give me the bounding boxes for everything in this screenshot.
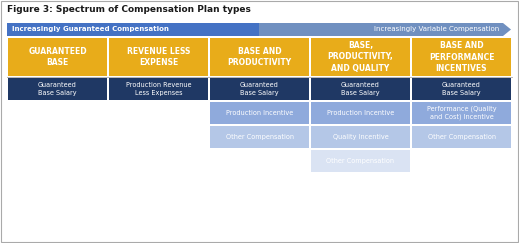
Text: Other Compensation: Other Compensation: [428, 134, 496, 140]
Text: Production Incentive: Production Incentive: [226, 110, 293, 116]
FancyBboxPatch shape: [109, 78, 208, 100]
Text: Other Compensation: Other Compensation: [225, 134, 294, 140]
Text: GUARANTEED
BASE: GUARANTEED BASE: [28, 47, 87, 67]
Text: Guaranteed
Base Salary: Guaranteed Base Salary: [442, 82, 481, 96]
Text: Figure 3: Spectrum of Compensation Plan types: Figure 3: Spectrum of Compensation Plan …: [7, 5, 251, 14]
FancyBboxPatch shape: [8, 38, 107, 76]
Text: BASE AND
PRODUCTIVITY: BASE AND PRODUCTIVITY: [227, 47, 292, 67]
Text: Production Incentive: Production Incentive: [327, 110, 394, 116]
FancyBboxPatch shape: [412, 126, 511, 148]
Text: Other Compensation: Other Compensation: [326, 158, 394, 164]
FancyBboxPatch shape: [210, 78, 309, 100]
Text: Quality Incentive: Quality Incentive: [333, 134, 388, 140]
Text: Performance (Quality
and Cost) Incentive: Performance (Quality and Cost) Incentive: [427, 106, 496, 120]
Text: Increasingly Guaranteed Compensation: Increasingly Guaranteed Compensation: [12, 26, 169, 33]
FancyBboxPatch shape: [311, 102, 410, 124]
FancyBboxPatch shape: [210, 38, 309, 76]
Polygon shape: [259, 23, 511, 36]
FancyBboxPatch shape: [210, 102, 309, 124]
FancyBboxPatch shape: [412, 102, 511, 124]
FancyBboxPatch shape: [412, 78, 511, 100]
Text: Increasingly Variable Compensation: Increasingly Variable Compensation: [374, 26, 499, 33]
FancyBboxPatch shape: [109, 38, 208, 76]
Text: BASE,
PRODUCTIVITY,
AND QUALITY: BASE, PRODUCTIVITY, AND QUALITY: [327, 41, 393, 73]
FancyBboxPatch shape: [210, 126, 309, 148]
FancyBboxPatch shape: [311, 78, 410, 100]
FancyBboxPatch shape: [311, 38, 410, 76]
FancyBboxPatch shape: [8, 78, 107, 100]
Text: Guaranteed
Base Salary: Guaranteed Base Salary: [341, 82, 380, 96]
Text: Guaranteed
Base Salary: Guaranteed Base Salary: [38, 82, 77, 96]
Text: BASE AND
PERFORMANCE
INCENTIVES: BASE AND PERFORMANCE INCENTIVES: [429, 41, 494, 73]
Text: Production Revenue
Less Expenses: Production Revenue Less Expenses: [126, 82, 191, 96]
FancyBboxPatch shape: [311, 150, 410, 172]
Text: Guaranteed
Base Salary: Guaranteed Base Salary: [240, 82, 279, 96]
FancyBboxPatch shape: [412, 38, 511, 76]
FancyBboxPatch shape: [311, 126, 410, 148]
Polygon shape: [7, 23, 259, 36]
Text: REVENUE LESS
EXPENSE: REVENUE LESS EXPENSE: [127, 47, 190, 67]
